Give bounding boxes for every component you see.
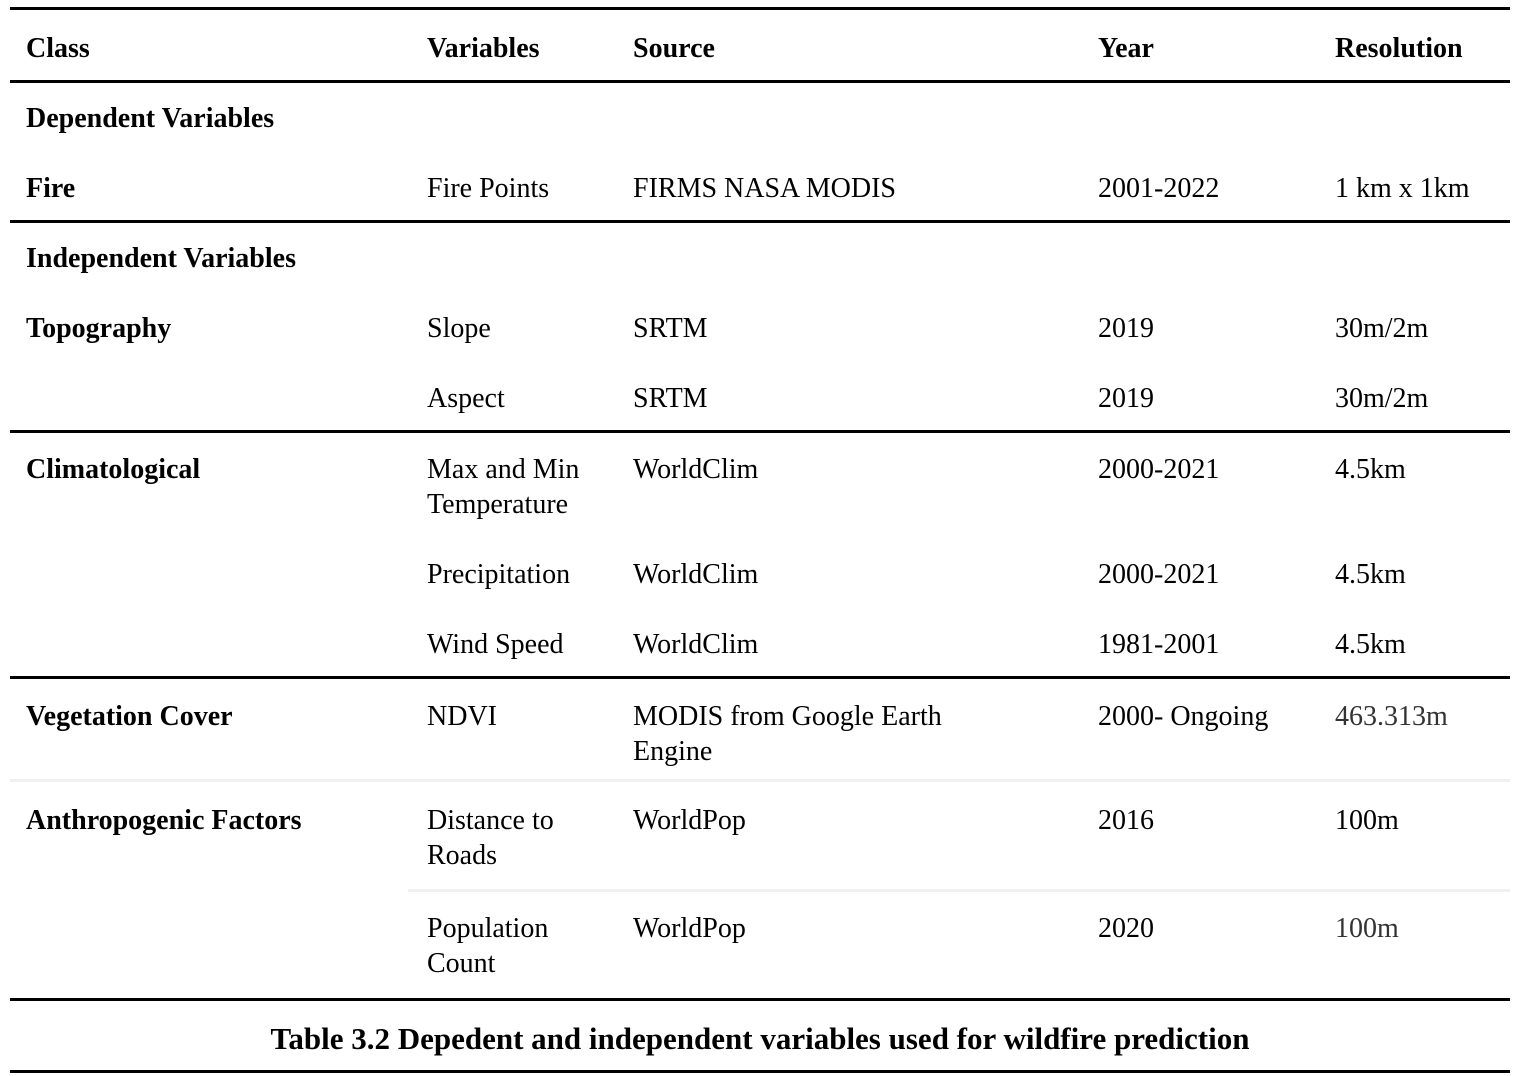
table-row: Fire Fire Points FIRMS NASA MODIS 2001-2…: [10, 153, 1510, 220]
table-row: Aspect SRTM 2019 30m/2m: [10, 363, 1510, 430]
cell-variable: Precipitation: [427, 559, 571, 590]
table-row: Vegetation Cover NDVI MODIS from Google …: [10, 679, 1510, 779]
table-row: Climatological Max and Min Temperature W…: [10, 433, 1510, 539]
header-source: Source: [633, 33, 715, 64]
cell-year: 2001-2022: [1098, 173, 1220, 204]
table-header-row: Class Variables Source Year Resolution: [10, 10, 1510, 80]
cell-resolution: 100m: [1335, 805, 1399, 836]
cell-variable: NDVI: [427, 701, 497, 732]
vegetation-end-rule: [10, 779, 1510, 782]
variables-table: Class Variables Source Year Resolution D…: [10, 7, 1510, 1073]
cell-class: Fire: [26, 173, 76, 204]
climatological-end-rule: [10, 676, 1510, 679]
table-row: Topography Slope SRTM 2019 30m/2m: [10, 293, 1510, 363]
cell-year: 2016: [1098, 805, 1154, 836]
cell-source: WorldPop: [633, 913, 746, 944]
cell-variable: Distance to Roads: [427, 805, 554, 871]
cell-resolution: 463.313m: [1335, 701, 1448, 732]
cell-class: Climatological: [26, 454, 201, 485]
cell-source: WorldPop: [633, 805, 746, 836]
section-label-independent: Independent Variables: [26, 243, 296, 274]
caption-bottom-rule: [10, 1070, 1510, 1073]
header-year: Year: [1098, 33, 1154, 64]
cell-variable: Population Count: [427, 913, 549, 979]
table-row: Anthropogenic Factors Distance to Roads …: [10, 782, 1510, 889]
cell-source: WorldClim: [633, 629, 759, 660]
cell-source: MODIS from Google Earth Engine: [633, 701, 942, 767]
dependent-end-rule: [10, 220, 1510, 223]
cell-class: Vegetation Cover: [26, 701, 233, 732]
cell-source: SRTM: [633, 313, 708, 344]
cell-year: 2020: [1098, 913, 1154, 944]
cell-year: 2019: [1098, 313, 1154, 344]
cell-source: SRTM: [633, 383, 708, 414]
anthropogenic-inner-rule: [408, 889, 1510, 892]
cell-resolution: 30m/2m: [1335, 313, 1429, 344]
cell-year: 2000- Ongoing: [1098, 701, 1269, 732]
cell-source: FIRMS NASA MODIS: [633, 173, 896, 204]
section-row-dependent: Dependent Variables: [10, 83, 1510, 153]
header-rule: [10, 80, 1510, 83]
table-row: Wind Speed WorldClim 1981-2001 4.5km: [10, 609, 1510, 676]
cell-variable: Wind Speed: [427, 629, 564, 660]
cell-resolution: 4.5km: [1335, 629, 1406, 660]
table-row: Population Count WorldPop 2020 100m: [10, 892, 1510, 998]
cell-class: Topography: [26, 313, 172, 344]
table-top-rule: [10, 7, 1510, 10]
cell-source: WorldClim: [633, 454, 759, 485]
cell-resolution: 1 km x 1km: [1335, 173, 1470, 204]
table-bottom-rule: [10, 998, 1510, 1001]
cell-variable: Aspect: [427, 383, 505, 414]
cell-variable: Fire Points: [427, 173, 550, 204]
cell-year: 2000-2021: [1098, 454, 1220, 485]
cell-class: Anthropogenic Factors: [26, 805, 302, 836]
cell-resolution: 30m/2m: [1335, 383, 1429, 414]
cell-resolution: 4.5km: [1335, 559, 1406, 590]
section-row-independent: Independent Variables: [10, 223, 1510, 293]
section-label-dependent: Dependent Variables: [26, 103, 275, 134]
header-variables: Variables: [427, 33, 540, 64]
cell-resolution: 100m: [1335, 913, 1399, 944]
header-resolution: Resolution: [1335, 33, 1463, 64]
cell-variable: Max and Min Temperature: [427, 454, 580, 520]
cell-variable: Slope: [427, 313, 491, 344]
cell-year: 2000-2021: [1098, 559, 1220, 590]
table-caption: Table 3.2 Depedent and independent varia…: [270, 1021, 1250, 1056]
cell-year: 2019: [1098, 383, 1154, 414]
cell-source: WorldClim: [633, 559, 759, 590]
table-row: Precipitation WorldClim 2000-2021 4.5km: [10, 539, 1510, 609]
topography-end-rule: [10, 430, 1510, 433]
header-class: Class: [26, 33, 90, 64]
cell-resolution: 4.5km: [1335, 454, 1406, 485]
caption-row: Table 3.2 Depedent and independent varia…: [10, 1001, 1510, 1070]
cell-year: 1981-2001: [1098, 629, 1220, 660]
